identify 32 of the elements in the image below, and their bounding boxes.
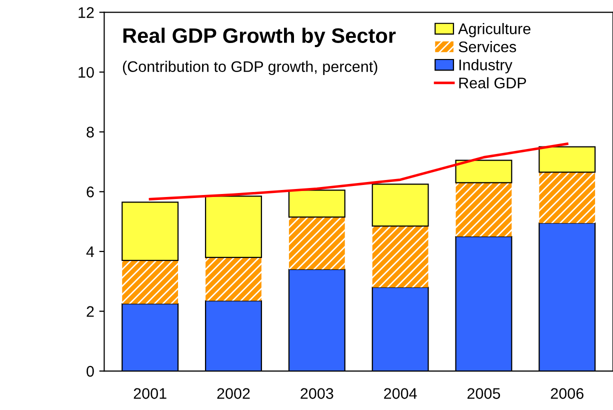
y-tick-label: 4	[86, 246, 94, 257]
text: Real GDP Growth by Sector	[123, 28, 396, 48]
legend-label: Services	[458, 41, 516, 52]
bar	[455, 160, 512, 184]
y-tick-label: 8	[86, 126, 94, 138]
bar	[372, 226, 428, 288]
x-tick-label: 2005	[467, 388, 500, 399]
bar	[538, 146, 596, 173]
bar	[288, 217, 345, 270]
legend-label: Real GDP	[459, 77, 526, 88]
y-tick-label: 2	[86, 306, 94, 317]
bar	[206, 257, 262, 301]
y-tick-label: 10	[78, 66, 94, 78]
y-tick-label: 0	[86, 366, 94, 377]
x-tick-label: 2004	[384, 388, 417, 399]
legend-label: Industry	[459, 59, 512, 74]
bar	[456, 182, 512, 237]
bar	[122, 202, 179, 261]
text: (Contribution to GDP growth, percent)	[122, 60, 378, 76]
legend-label: Agriculture	[458, 22, 530, 38]
bar	[122, 260, 178, 304]
bar	[372, 184, 429, 227]
line-series	[148, 142, 568, 200]
x-tick-label: 2002	[217, 388, 250, 399]
bar	[539, 172, 596, 224]
x-tick-label: 2001	[134, 388, 166, 399]
x-tick-label: 2006	[550, 388, 584, 399]
bar	[288, 190, 346, 218]
bar	[204, 196, 262, 258]
y-tick-label: 12	[78, 7, 94, 18]
x-tick-label: 2003	[300, 388, 334, 399]
y-tick-label: 6	[86, 186, 94, 198]
